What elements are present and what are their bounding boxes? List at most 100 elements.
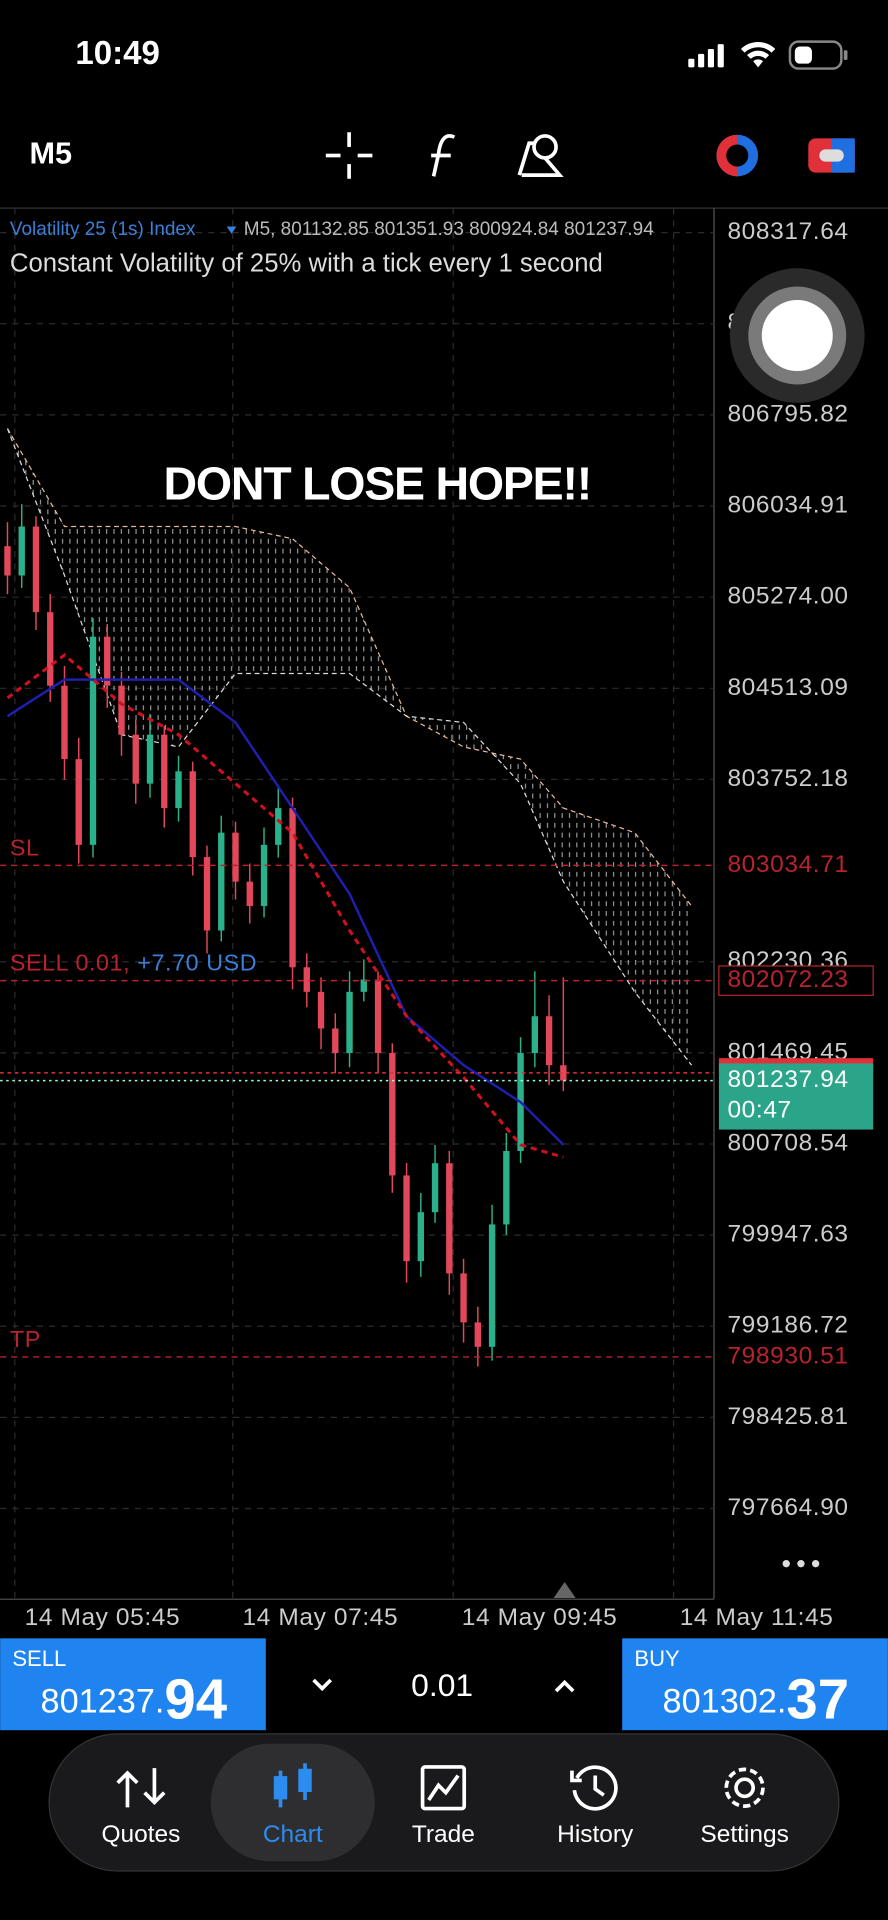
candle-body <box>360 979 367 992</box>
candle-body <box>203 857 211 931</box>
candle-body <box>232 832 239 882</box>
y-tick-label: 800708.54 <box>727 1129 848 1156</box>
indicators-button[interactable] <box>431 134 456 177</box>
candle-body <box>289 808 296 968</box>
candle-body <box>531 1016 539 1054</box>
candle-body <box>4 546 11 576</box>
level-price-box <box>718 965 874 996</box>
candle-body <box>446 1163 453 1274</box>
y-tick-label: 803752.18 <box>727 765 848 792</box>
candle-body <box>118 685 125 735</box>
status-icons <box>688 40 848 70</box>
volume[interactable]: 0.01 <box>411 1667 473 1703</box>
candle-body <box>132 734 139 784</box>
objects-button[interactable] <box>517 134 564 177</box>
candle-body <box>417 1212 424 1262</box>
settings-icon <box>734 1777 756 1799</box>
floating-button[interactable] <box>729 268 865 403</box>
candle-body <box>47 612 54 686</box>
buy-label: BUY <box>634 1646 680 1671</box>
crosshair-button[interactable] <box>325 132 373 179</box>
volume-up[interactable] <box>554 1679 575 1693</box>
timeframe[interactable]: M5 <box>30 137 73 171</box>
candle-body <box>346 991 353 1054</box>
indicator-line <box>6 653 564 1159</box>
symbol-description: Constant Volatility of 25% with a tick e… <box>10 249 603 277</box>
candle-body <box>89 636 97 845</box>
grid <box>0 208 714 1600</box>
cloud-fill <box>7 428 692 1066</box>
candle-body <box>161 734 168 809</box>
volume-down[interactable] <box>312 1678 333 1692</box>
nav-tab-label[interactable]: Settings <box>700 1821 788 1848</box>
nav-bar <box>48 1733 840 1872</box>
y-tick-label: 806795.82 <box>727 400 848 427</box>
y-tick-label: 798425.81 <box>727 1403 848 1430</box>
x-tick-label: 14 May 07:45 <box>243 1604 399 1631</box>
level-label: SELL 0.01, +7.70 USD <box>10 950 257 976</box>
candle-body <box>560 1065 567 1081</box>
sell-label: SELL <box>12 1646 66 1671</box>
sell-button[interactable]: SELL 801237.94 <box>0 1638 266 1731</box>
candle-body <box>18 526 25 576</box>
candle-body <box>474 1322 482 1347</box>
level-price: 798930.51 <box>727 1342 848 1369</box>
bid-box <box>718 1063 874 1130</box>
y-tick-label: 805274.00 <box>727 583 848 610</box>
x-tick-label: 14 May 05:45 <box>25 1604 181 1631</box>
status-time: 10:49 <box>75 35 160 72</box>
candle-body <box>503 1151 510 1225</box>
candle-body <box>488 1224 496 1347</box>
symbol-name[interactable]: Volatility 25 (1s) Index <box>10 219 196 240</box>
nav-tab-label[interactable]: History <box>557 1821 634 1848</box>
y-tick-label: 806034.91 <box>727 492 848 519</box>
sell-price-head: 801237. <box>41 1682 165 1720</box>
candle-body <box>403 1175 410 1262</box>
sell-price: 801237.94 <box>41 1667 228 1730</box>
x-tick-label: 14 May 09:45 <box>462 1604 618 1631</box>
candle-body <box>317 991 325 1029</box>
candle-body <box>189 771 196 858</box>
buy-price-head: 801302. <box>663 1682 787 1720</box>
cloud-upper-edge <box>6 428 693 907</box>
symbol-menu-arrow[interactable] <box>226 226 237 234</box>
candle-body <box>460 1273 467 1323</box>
history-icon <box>570 1765 618 1811</box>
trade-mode-button[interactable] <box>808 138 855 173</box>
quotes-icon <box>116 1768 166 1808</box>
nav-tab-label[interactable]: Chart <box>263 1821 323 1848</box>
buy-price-tail: 37 <box>786 1667 849 1730</box>
y-tick-label: 804513.09 <box>727 674 848 701</box>
candle-body <box>260 844 268 907</box>
candle-body <box>61 685 68 760</box>
level-price-bg <box>718 851 874 879</box>
bid-timer: 00:47 <box>727 1097 791 1124</box>
sell-price-tail: 94 <box>164 1667 227 1730</box>
candle-body <box>332 1028 339 1054</box>
level-label: TP <box>10 1326 41 1352</box>
y-tick-label: 799947.63 <box>727 1221 848 1248</box>
overlay-caption: DONT LOSE HOPE!! <box>164 458 592 510</box>
ohlc-info: M5, 801132.85 801351.93 800924.84 801237… <box>244 219 654 240</box>
buy-button[interactable]: BUY 801302.37 <box>622 1638 888 1731</box>
more-button[interactable] <box>782 1560 820 1568</box>
nav-tab-label[interactable]: Trade <box>412 1821 475 1848</box>
candle-body <box>104 636 111 686</box>
nav-icons <box>116 1763 765 1811</box>
y-tick-label: 797664.90 <box>727 1494 848 1521</box>
x-tick-label: 14 May 11:45 <box>680 1604 834 1631</box>
scroll-marker <box>553 1582 576 1598</box>
y-tick-label: 808317.64 <box>727 218 848 245</box>
candle-body <box>32 526 40 613</box>
account-button[interactable] <box>716 134 759 177</box>
candle-body <box>389 1053 396 1176</box>
level-label: SL <box>10 835 40 861</box>
level-profit: +7.70 USD <box>137 950 257 976</box>
buy-price: 801302.37 <box>663 1667 850 1730</box>
candle-body <box>374 979 382 1054</box>
nav-tab-label[interactable]: Quotes <box>101 1821 180 1848</box>
level-price: 802072.23 <box>727 966 848 993</box>
candle-body <box>218 832 225 931</box>
